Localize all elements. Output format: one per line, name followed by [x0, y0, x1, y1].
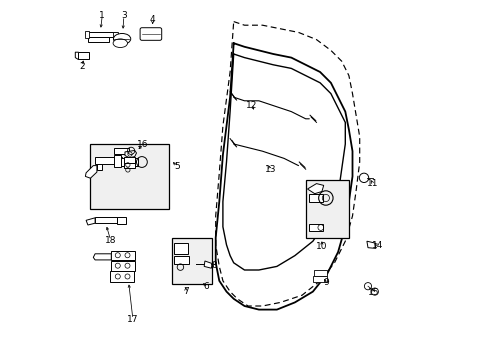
Bar: [172, 238, 212, 284]
Text: 11: 11: [366, 179, 378, 188]
Bar: [88, 37, 109, 42]
Bar: [89, 144, 168, 209]
Bar: [95, 217, 117, 223]
Bar: [308, 224, 322, 231]
Text: 4: 4: [150, 15, 155, 24]
Bar: [312, 276, 326, 282]
Ellipse shape: [113, 39, 127, 48]
Bar: [86, 32, 117, 37]
Bar: [84, 31, 89, 38]
Polygon shape: [85, 166, 97, 178]
Text: 17: 17: [127, 315, 139, 324]
Bar: [111, 251, 134, 260]
Text: 8: 8: [211, 261, 217, 270]
Text: 18: 18: [104, 235, 116, 245]
Text: 2: 2: [79, 62, 84, 71]
Polygon shape: [93, 254, 111, 260]
Text: 7: 7: [183, 287, 188, 296]
Text: 10: 10: [316, 242, 327, 251]
Polygon shape: [204, 261, 212, 268]
Text: 6: 6: [203, 282, 209, 292]
Text: 12: 12: [245, 100, 257, 109]
Text: 9: 9: [323, 278, 328, 287]
Bar: [110, 271, 134, 282]
Bar: [97, 164, 102, 170]
Text: 14: 14: [371, 241, 383, 250]
Bar: [308, 194, 322, 202]
Bar: [313, 270, 326, 276]
Polygon shape: [86, 218, 95, 225]
Text: 1: 1: [99, 10, 105, 19]
Bar: [117, 217, 125, 224]
Bar: [78, 52, 89, 59]
Bar: [113, 32, 118, 39]
Bar: [110, 261, 135, 271]
Text: 15: 15: [367, 288, 378, 297]
Text: 3: 3: [121, 12, 126, 21]
Bar: [124, 163, 135, 168]
Polygon shape: [366, 241, 375, 248]
Text: 13: 13: [264, 165, 276, 174]
Bar: [114, 148, 128, 154]
Polygon shape: [307, 184, 323, 194]
Bar: [114, 155, 121, 167]
Polygon shape: [125, 150, 136, 158]
Text: 16: 16: [137, 140, 148, 149]
Bar: [124, 157, 135, 163]
Bar: [121, 158, 137, 166]
Bar: [173, 256, 188, 264]
FancyBboxPatch shape: [140, 28, 162, 40]
Bar: [305, 180, 348, 238]
Text: 5: 5: [174, 162, 180, 171]
Bar: [174, 243, 187, 254]
Bar: [95, 157, 122, 164]
Ellipse shape: [113, 33, 130, 44]
